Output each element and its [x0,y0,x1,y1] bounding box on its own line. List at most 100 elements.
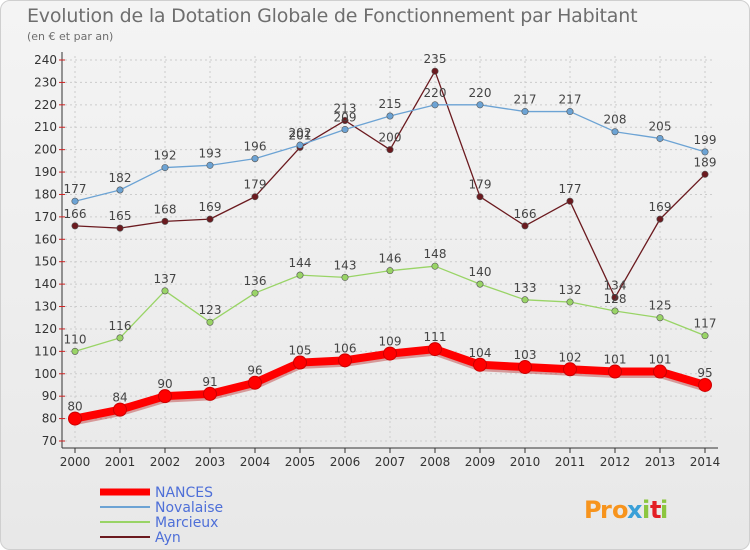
data-label: 235 [424,52,447,66]
data-label: 110 [64,332,87,346]
data-point [656,215,664,223]
axes: 7080901001101201301401501601701801902002… [34,52,720,469]
legend-label-ayn: Ayn [155,530,181,546]
data-label: 96 [247,364,262,378]
legend-label-novalaise: Novalaise [155,500,223,516]
y-tick-label: 230 [34,75,57,89]
legend-label-marcieux: Marcieux [155,515,218,531]
data-point [563,362,577,377]
data-point [521,108,529,116]
x-tick-label: 2004 [240,455,271,469]
data-point [476,193,484,201]
data-point [701,170,709,178]
data-label: 146 [379,252,402,266]
data-point [701,332,709,340]
data-point [701,148,709,156]
x-tick-label: 2006 [330,455,361,469]
data-point [428,342,442,357]
y-tick-label: 130 [34,300,57,314]
data-point [611,128,619,136]
data-label: 132 [559,283,582,297]
data-label: 177 [64,182,87,196]
data-label: 213 [334,102,357,116]
data-label: 196 [244,140,267,154]
data-point [251,155,259,163]
data-label: 215 [379,97,402,111]
data-label: 220 [424,86,447,100]
x-tick-label: 2014 [690,455,721,469]
data-label: 182 [109,171,132,185]
data-label: 116 [109,319,132,333]
data-point [248,375,262,390]
chart-subtitle: (en € et par an) [27,30,114,43]
data-point [296,271,304,279]
logo-letter: P [584,496,602,524]
data-point [566,298,574,306]
data-point [296,141,304,149]
data-point [386,267,394,275]
data-label: 134 [604,279,627,293]
y-tick-label: 200 [34,143,57,157]
y-tick-label: 80 [42,412,57,426]
chart-title: Evolution de la Dotation Globale de Fonc… [27,5,638,27]
data-point [161,164,169,172]
data-label: 101 [649,353,672,367]
data-point [116,186,124,194]
y-tick-label: 70 [42,434,57,448]
data-point [476,280,484,288]
data-label: 208 [604,113,627,127]
data-point [386,112,394,120]
data-label: 168 [154,202,177,216]
data-point [473,357,487,372]
y-tick-label: 90 [42,389,57,403]
data-label: 220 [469,86,492,100]
data-label: 140 [469,265,492,279]
data-label: 189 [694,155,717,169]
data-point [338,353,352,368]
y-tick-label: 180 [34,187,57,201]
data-label: 123 [199,303,222,317]
data-label: 117 [694,317,717,331]
logo-letter: x [627,496,643,524]
data-label: 200 [379,131,402,145]
data-label: 166 [514,207,537,221]
data-label: 179 [244,178,267,192]
data-label: 111 [424,330,447,344]
data-labels: 80 84 90 91 96 105 106 109 111 104 103 102 101 101 95 1… [64,52,717,413]
data-label: 91 [202,375,217,389]
data-label: 177 [559,182,582,196]
data-point [386,146,394,154]
data-label: 136 [244,274,267,288]
data-label: 205 [649,119,672,133]
logo-letter: r [600,496,612,524]
data-label: 217 [559,93,582,107]
data-label: 209 [334,110,357,124]
data-label: 144 [289,256,312,270]
logo-letter: t [650,496,661,524]
data-point [71,222,79,230]
data-label: 201 [289,128,312,142]
x-tick-label: 2002 [150,455,181,469]
data-point [341,125,349,133]
data-point [431,101,439,109]
y-tick-label: 170 [34,210,57,224]
data-point [206,215,214,223]
logo-letter: o [612,496,629,524]
data-label: 165 [109,209,132,223]
data-point [608,364,622,379]
data-label: 80 [67,400,82,414]
data-label: 128 [604,292,627,306]
data-point [68,411,82,426]
data-point [611,294,619,302]
data-label: 105 [289,344,312,358]
x-tick-label: 2007 [375,455,406,469]
x-tick-label: 2001 [105,455,136,469]
data-point [431,67,439,75]
data-label: 95 [697,366,712,380]
y-tick-label: 210 [34,120,57,134]
data-point [383,346,397,361]
data-point [158,389,172,404]
data-point [203,386,217,401]
data-label: 90 [157,377,172,391]
data-label: 166 [64,207,87,221]
